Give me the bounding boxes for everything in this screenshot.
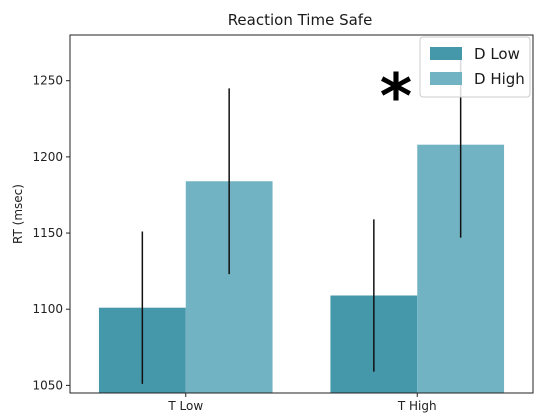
y-tick-label: 1100 bbox=[32, 302, 63, 316]
y-tick-label: 1200 bbox=[32, 150, 63, 164]
y-axis-label: RT (msec) bbox=[11, 184, 25, 244]
legend: D Low D High bbox=[419, 36, 531, 98]
plot-frame bbox=[69, 34, 534, 394]
legend-label: D Low bbox=[474, 45, 520, 63]
y-tick-label: 1050 bbox=[32, 378, 63, 392]
bars-layer bbox=[98, 144, 505, 393]
errorbars-layer bbox=[141, 51, 462, 384]
legend-label: D High bbox=[474, 70, 525, 88]
x-axis: T Low T High bbox=[167, 393, 437, 413]
legend-swatch bbox=[430, 72, 462, 85]
chart-title: Reaction Time Safe bbox=[228, 11, 373, 29]
legend-swatch bbox=[430, 47, 462, 60]
y-tick-label: 1250 bbox=[32, 74, 63, 88]
x-tick-label: T Low bbox=[167, 399, 203, 413]
y-tick-label: 1150 bbox=[32, 226, 63, 240]
x-tick-label: T High bbox=[397, 399, 437, 413]
y-axis: 1050 1100 1150 1200 1250 bbox=[32, 74, 70, 392]
significance-star: * bbox=[380, 60, 412, 133]
